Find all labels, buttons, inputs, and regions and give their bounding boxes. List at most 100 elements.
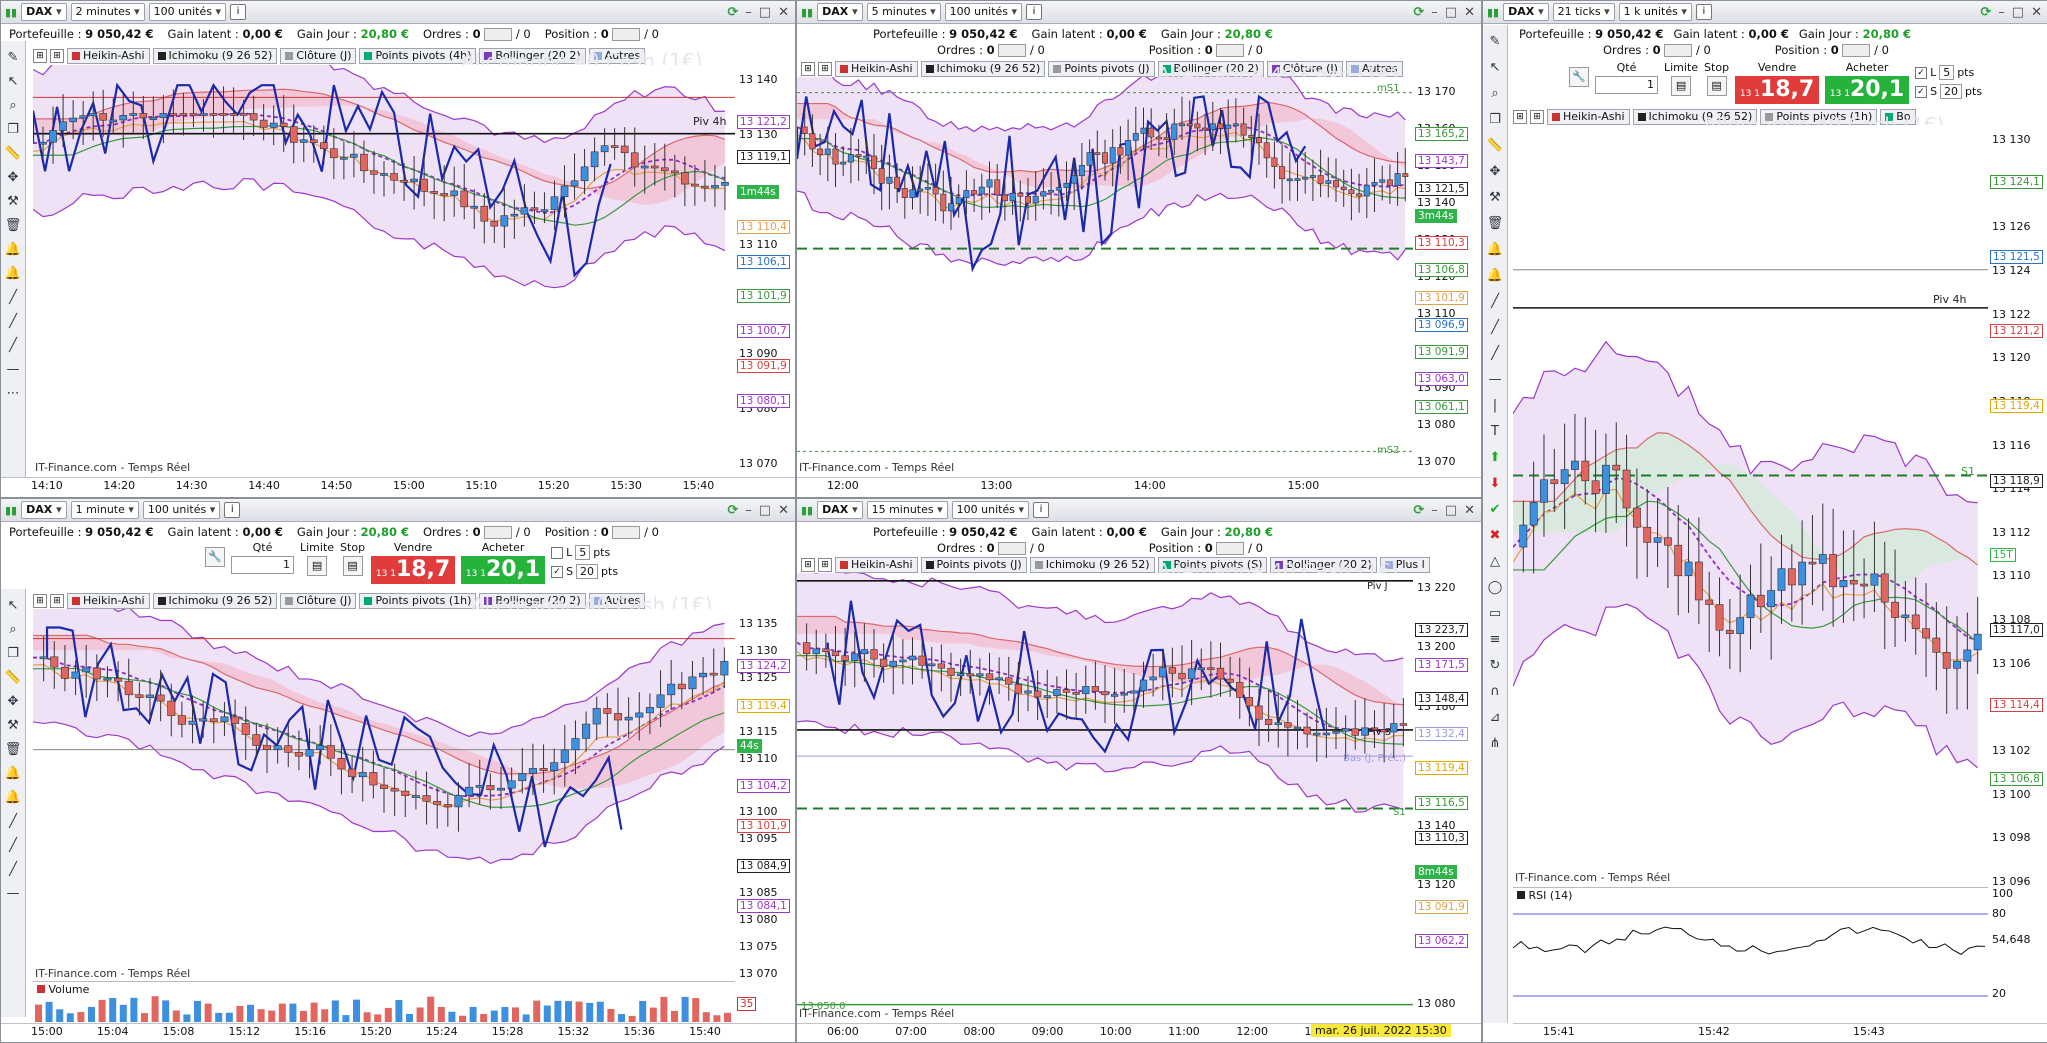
indicator-tag[interactable]: Bollinger (20 2) xyxy=(1270,557,1377,573)
price-plot[interactable]: Piv J Piv S Bas (J, Préc.) S1 13 050,0 xyxy=(797,573,1413,1009)
indicator-tag[interactable]: Ichimoku (9 26 52) xyxy=(152,593,278,609)
indicator-tag[interactable]: Points pivots (S) xyxy=(1157,557,1268,573)
symbol-dropdown[interactable]: DAX xyxy=(21,3,67,21)
expand-icon[interactable]: ⊞ xyxy=(1530,110,1544,124)
qty-input[interactable]: 1 xyxy=(1595,76,1658,94)
pencil-icon[interactable]: ✎ xyxy=(1489,34,1501,49)
refresh-icon[interactable]: ⟳ xyxy=(1413,4,1425,20)
maximize-icon[interactable]: □ xyxy=(758,4,772,20)
volume-axis[interactable]: 35 xyxy=(735,981,795,1021)
indicator-tag[interactable]: Clôture (J) xyxy=(280,48,357,64)
orders-icon[interactable] xyxy=(484,526,513,539)
trash-icon[interactable]: 🗑 xyxy=(1486,216,1504,231)
refresh-icon[interactable]: ⟳ xyxy=(1980,4,1992,20)
alert-icon[interactable]: 🔔 xyxy=(1486,268,1504,283)
timeframe-dropdown[interactable]: 15 minutes xyxy=(866,501,948,519)
trend-icon[interactable]: ╱ xyxy=(9,314,17,329)
indicator-tag[interactable]: Autres xyxy=(588,593,646,609)
expand-icon[interactable]: ⊞ xyxy=(50,49,64,63)
checkbox-icon[interactable]: ✓ xyxy=(1915,66,1928,79)
indicator-tag[interactable]: Points pivots (4h) xyxy=(359,48,477,64)
orders-icon[interactable] xyxy=(998,542,1027,555)
close-icon[interactable]: ✕ xyxy=(778,502,789,518)
line-icon[interactable]: ╱ xyxy=(9,814,17,829)
rsi-plot[interactable]: RSI (14) xyxy=(1513,887,1988,1022)
copy-icon[interactable]: ❐ xyxy=(7,646,19,661)
timeframe-dropdown[interactable]: 1 minute xyxy=(70,501,139,519)
indicator-tag[interactable]: Heikin-Ashi xyxy=(1547,109,1630,125)
limit-order-icon[interactable]: ▤ xyxy=(1671,76,1692,96)
symbol-dropdown[interactable]: DAX xyxy=(21,501,67,519)
info-icon[interactable]: i xyxy=(1033,502,1049,518)
line-icon[interactable]: ╱ xyxy=(9,290,17,305)
l-pts-input[interactable]: 5 xyxy=(1939,65,1955,80)
symbol-dropdown[interactable]: DAX xyxy=(817,501,863,519)
zoom-icon[interactable]: ⌕ xyxy=(1491,86,1499,101)
stop-order-icon[interactable]: ▤ xyxy=(1706,76,1727,96)
indicator-tag[interactable]: Points pivots (1h) xyxy=(1760,109,1878,125)
s-pts-input[interactable]: 20 xyxy=(576,564,599,579)
collapse-icon[interactable]: ⊞ xyxy=(801,558,815,572)
bell-icon[interactable]: 🔔 xyxy=(4,766,22,781)
indicator-tag[interactable]: Ichimoku (9 26 52) xyxy=(152,48,278,64)
hline-icon[interactable]: — xyxy=(6,362,20,377)
indicator-tag[interactable]: Autres xyxy=(588,48,646,64)
maximize-icon[interactable]: □ xyxy=(1444,4,1458,20)
indicator-tag[interactable]: Bo xyxy=(1880,109,1916,125)
pencil-icon[interactable]: ✎ xyxy=(7,50,19,65)
more-icon[interactable]: ⋯ xyxy=(6,386,20,401)
sell-button[interactable]: 13 118,7 xyxy=(1735,76,1820,104)
close-icon[interactable]: ✕ xyxy=(1464,502,1475,518)
expand-icon[interactable]: ⊞ xyxy=(818,558,832,572)
minimize-icon[interactable]: – xyxy=(1431,502,1438,518)
indicator-tag[interactable]: Plus l xyxy=(1379,557,1430,573)
time-axis[interactable]: 06:0007:0008:0009:0010:0011:0012:0013:00… xyxy=(797,1023,1481,1040)
maximize-icon[interactable]: □ xyxy=(1444,502,1458,518)
indicator-tag[interactable]: Points pivots (1h) xyxy=(359,593,477,609)
info-icon[interactable]: i xyxy=(230,4,246,20)
position-icon[interactable] xyxy=(1216,542,1245,555)
indicator-tag[interactable]: Autres xyxy=(1345,61,1403,77)
channel-icon[interactable]: ╱ xyxy=(9,862,17,877)
orders-icon[interactable] xyxy=(1664,44,1693,57)
magnet2-icon[interactable]: ∩ xyxy=(1490,684,1500,699)
s-pts-input[interactable]: 20 xyxy=(1940,84,1963,99)
maximize-icon[interactable]: □ xyxy=(758,502,772,518)
trash-icon[interactable]: 🗑 xyxy=(4,742,22,757)
cursor-icon[interactable]: ↖ xyxy=(7,598,19,613)
indicator-tag[interactable]: Points pivots (J) xyxy=(920,557,1027,573)
rsi-axis[interactable]: 100 80 54,648 20 xyxy=(1988,887,2047,1021)
close-icon[interactable]: ✕ xyxy=(2031,4,2042,20)
wrench-icon[interactable]: 🔧 xyxy=(1569,67,1589,87)
stop-check[interactable]: ✓ S 20 pts xyxy=(1915,84,1982,99)
close-icon[interactable]: ✕ xyxy=(778,4,789,20)
limit-check[interactable]: ✓ L 5 pts xyxy=(1915,65,1974,80)
minimize-icon[interactable]: – xyxy=(1431,4,1438,20)
limit-order-icon[interactable]: ▤ xyxy=(307,556,328,576)
channel-icon[interactable]: ╱ xyxy=(9,338,17,353)
checkbox-icon[interactable] xyxy=(551,546,564,559)
indicator-tag[interactable]: Bollinger (20 2) xyxy=(479,593,586,609)
pitchfork-icon[interactable]: ⋔ xyxy=(1489,736,1501,751)
collapse-icon[interactable]: ⊞ xyxy=(1513,110,1527,124)
bell-icon[interactable]: 🔔 xyxy=(4,242,22,257)
collapse-icon[interactable]: ⊞ xyxy=(33,594,47,608)
orders-icon[interactable] xyxy=(998,44,1027,57)
indicator-tag[interactable]: Bollinger (20 2) xyxy=(479,48,586,64)
chart-icon[interactable]: ▮▮ xyxy=(5,503,18,517)
indicator-tag[interactable]: Heikin-Ashi xyxy=(67,593,150,609)
price-plot[interactable]: Piv 4h xyxy=(33,65,735,469)
wrench-icon[interactable]: 🔧 xyxy=(205,547,225,567)
copy-icon[interactable]: ❐ xyxy=(7,122,19,137)
limit-check[interactable]: L 5 pts xyxy=(551,545,610,560)
units-dropdown[interactable]: 100 unités xyxy=(148,3,226,21)
orders-icon[interactable] xyxy=(484,28,513,41)
arrow-down-icon[interactable]: ⬇ xyxy=(1489,476,1501,491)
time-axis[interactable]: 12:00 13:00 14:00 15:00 xyxy=(797,477,1481,494)
timeframe-dropdown[interactable]: 5 minutes xyxy=(866,3,941,21)
zoom-icon[interactable]: ⌕ xyxy=(9,98,17,113)
cursor-icon[interactable]: ↖ xyxy=(7,74,19,89)
chart-icon[interactable]: ▮▮ xyxy=(801,503,814,517)
minimize-icon[interactable]: – xyxy=(1998,4,2005,20)
